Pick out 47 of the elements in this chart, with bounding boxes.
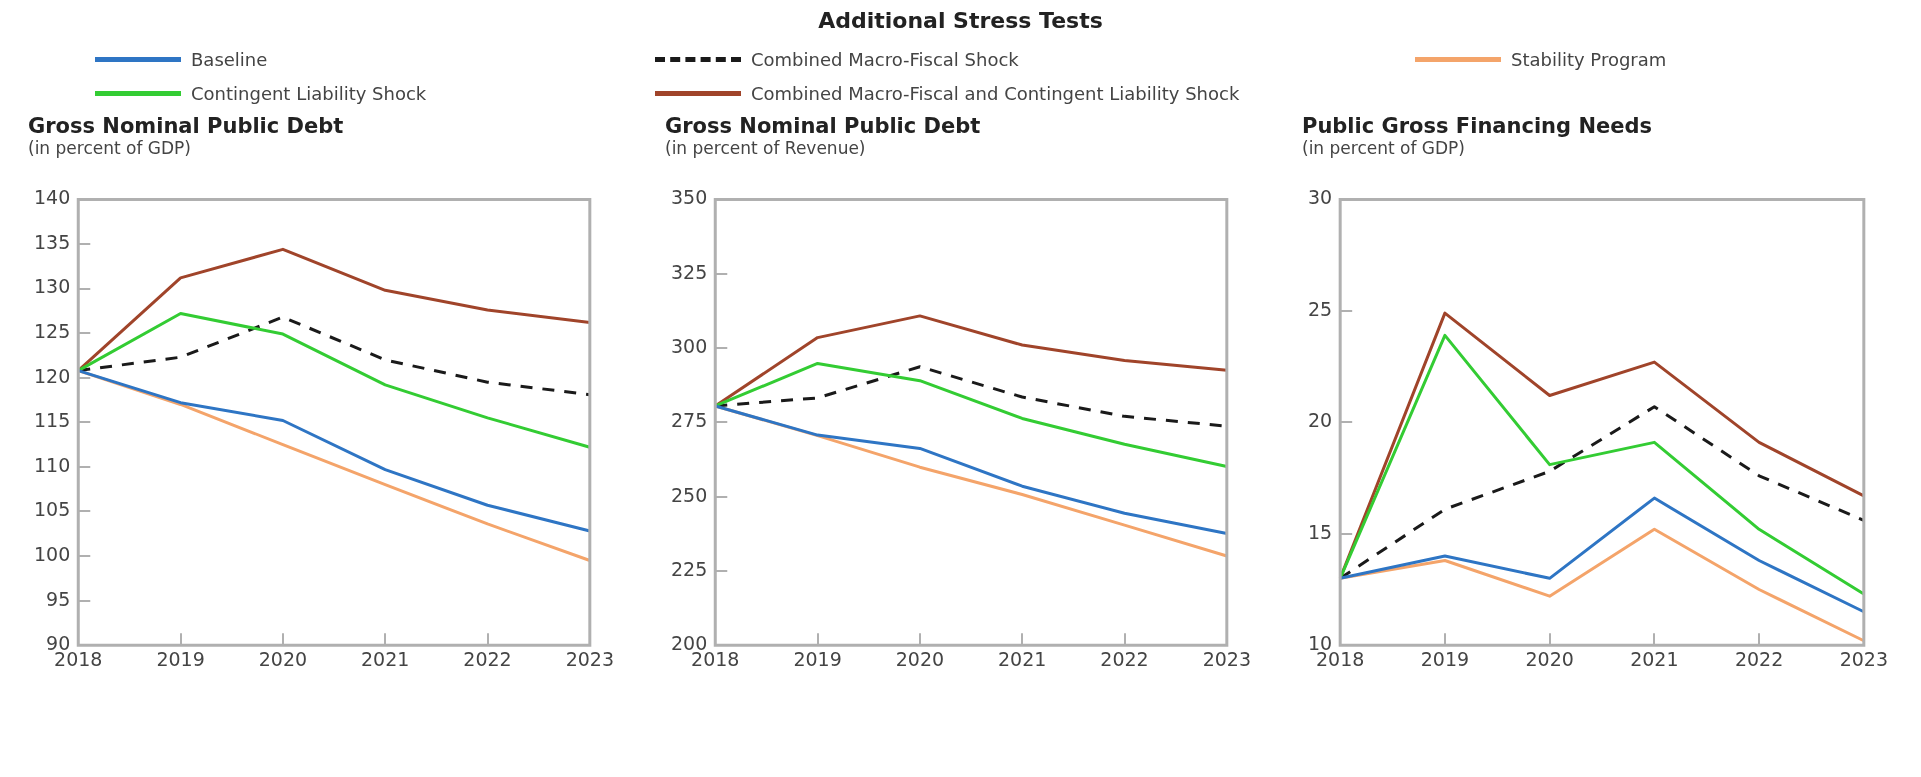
- y-tick-label: 135: [34, 230, 71, 253]
- y-tick-label: 115: [34, 409, 71, 432]
- y-tick-label: 140: [34, 186, 71, 209]
- y-tick-label: 350: [671, 186, 708, 209]
- y-tick-label: 300: [671, 334, 708, 357]
- x-tick-label: 2019: [1420, 647, 1470, 670]
- y-tick-label: 275: [671, 409, 708, 432]
- legend-label: Stability Program: [1511, 48, 1667, 70]
- chart-title: Gross Nominal Public Debt: [28, 114, 345, 138]
- x-tick-label: 2022: [1734, 647, 1784, 670]
- y-tick-label: 130: [34, 275, 71, 298]
- legend-label: Combined Macro-Fiscal Shock: [751, 48, 1019, 70]
- x-tick-label: 2023: [565, 647, 614, 670]
- x-tick-label: 2021: [1630, 647, 1679, 670]
- chart-subtitle: (in percent of Revenue): [665, 138, 867, 160]
- x-tick-label: 2020: [1525, 647, 1574, 670]
- text: Additional Stress Tests: [817, 8, 1104, 33]
- y-tick-label: 250: [671, 483, 708, 506]
- legend-label: Contingent Liability Shock: [191, 82, 427, 104]
- y-tick-label: 325: [671, 260, 708, 283]
- y-tick-label: 30: [1307, 186, 1333, 209]
- y-tick-label: 20: [1307, 409, 1333, 432]
- x-tick-label: 2021: [998, 647, 1047, 670]
- x-tick-label: 2020: [258, 647, 308, 670]
- y-tick-label: 120: [34, 364, 71, 387]
- legend-label: Combined Macro-Fiscal and Contingent Liability Shock: [751, 82, 1240, 104]
- y-tick-label: 105: [34, 498, 71, 521]
- y-tick-label: 25: [1307, 297, 1333, 320]
- chart-title: Public Gross Financing Needs: [1302, 114, 1653, 138]
- chart-title: Gross Nominal Public Debt: [665, 114, 982, 138]
- y-tick-label: 100: [34, 542, 71, 565]
- x-tick-label: 2019: [156, 647, 205, 670]
- x-tick-label: 2022: [1100, 647, 1149, 670]
- legend-label: Baseline: [191, 48, 268, 70]
- chart-subtitle: (in percent of GDP): [28, 138, 192, 160]
- y-tick-label: 110: [34, 453, 71, 476]
- chart-subtitle: (in percent of GDP): [1302, 138, 1466, 160]
- x-tick-label: 2019: [793, 647, 842, 670]
- x-tick-label: 2020: [895, 647, 945, 670]
- x-tick-label: 2022: [463, 647, 512, 670]
- x-tick-label: 2023: [1839, 647, 1888, 670]
- x-tick-label: 2021: [361, 647, 410, 670]
- y-tick-label: 15: [1307, 520, 1333, 543]
- y-tick-label: 125: [34, 320, 71, 343]
- x-tick-label: 2023: [1202, 647, 1251, 670]
- y-tick-label: 225: [671, 557, 708, 580]
- y-tick-label: 95: [46, 587, 71, 610]
